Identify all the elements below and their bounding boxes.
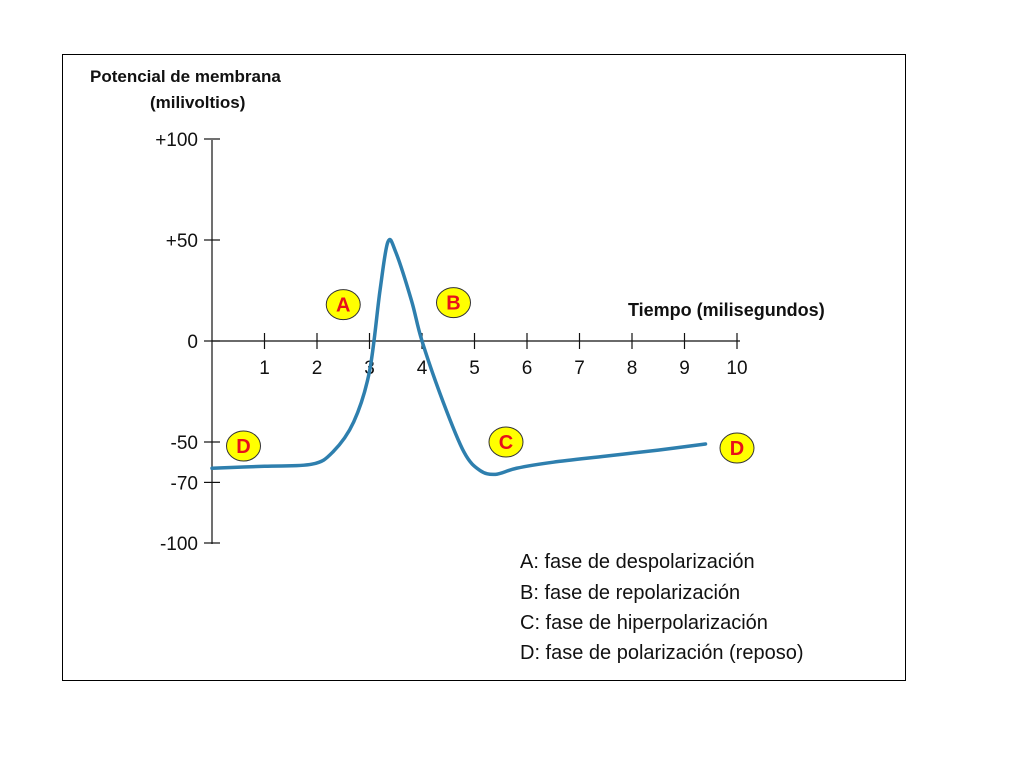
x-tick-label: 2 [312, 358, 323, 379]
y-tick-label: -70 [171, 473, 198, 494]
phase-marker-label: B [446, 293, 460, 315]
y-tick-label: 0 [187, 332, 198, 353]
y-tick-label: +50 [166, 231, 198, 252]
x-tick-label: 4 [417, 358, 428, 379]
y-tick-label: -50 [171, 433, 198, 454]
y-axis-label-line-1: Potencial de membrana [90, 67, 281, 86]
phase-marker-d: D [719, 432, 755, 464]
phase-markers: A B C D D [226, 287, 755, 464]
legend-item-b: B: fase de repolarización [520, 582, 740, 604]
x-tick-label: 8 [627, 358, 638, 379]
phase-marker-label: A [336, 295, 350, 317]
chart-frame [62, 54, 906, 681]
phase-marker-badge [436, 287, 471, 319]
phase-marker-d: D [226, 430, 261, 462]
x-ticks: 1 2 3 4 5 6 7 8 9 10 [259, 333, 748, 379]
y-axis-label: Potencial de membrana (milivoltios) [90, 67, 281, 112]
y-axis-label-line-2: (milivoltios) [150, 93, 245, 112]
x-axis-label: Tiempo (milisegundos) [628, 300, 825, 320]
phase-marker-badge [488, 426, 524, 458]
x-tick-label: 10 [726, 358, 747, 379]
y-ticks: +100 +50 0 -50 -70 -100 [155, 130, 220, 555]
x-tick-label: 6 [522, 358, 533, 379]
phase-marker-a: A [325, 289, 361, 321]
x-tick-label: 5 [469, 358, 480, 379]
legend-item-c: C: fase de hiperpolarización [520, 612, 768, 634]
phase-marker-label: D [730, 438, 744, 460]
phase-marker-badge [226, 430, 261, 462]
x-tick-label: 1 [259, 358, 270, 379]
legend: A: fase de despolarización B: fase de re… [520, 551, 803, 664]
phase-marker-b: B [436, 287, 471, 319]
phase-marker-badge [325, 289, 361, 321]
x-tick-label: 7 [574, 358, 585, 379]
membrane-potential-line [210, 237, 708, 477]
legend-item-d: D: fase de polarización (reposo) [520, 642, 803, 664]
phase-marker-label: D [236, 436, 250, 458]
phase-marker-badge [719, 432, 755, 464]
phase-marker-label: C [499, 432, 513, 454]
x-tick-label: 9 [679, 358, 690, 379]
phase-marker-c: C [488, 426, 524, 458]
legend-item-a: A: fase de despolarización [520, 551, 755, 573]
y-tick-label: +100 [155, 130, 198, 151]
y-tick-label: -100 [160, 534, 198, 555]
